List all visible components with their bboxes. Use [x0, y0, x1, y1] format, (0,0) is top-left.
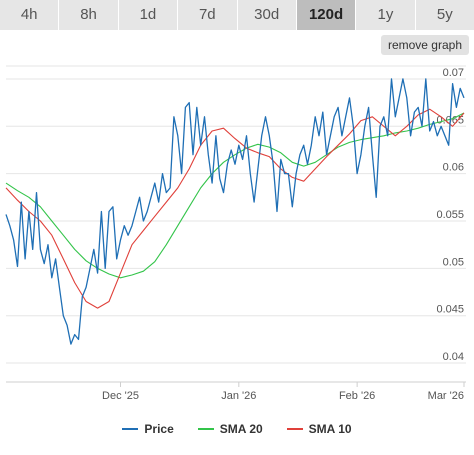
- legend-item-sma10[interactable]: SMA 10: [286, 422, 352, 436]
- tab-4h[interactable]: 4h: [0, 0, 60, 30]
- y-tick-label: 0.05: [443, 256, 464, 268]
- legend-label-sma20: SMA 20: [219, 422, 263, 436]
- chart-legend: Price SMA 20 SMA 10: [0, 420, 474, 438]
- series-line-price: [5, 78, 465, 345]
- legend-item-sma20[interactable]: SMA 20: [197, 422, 263, 436]
- x-tick-label: Dec '25: [102, 390, 139, 402]
- x-axis-ticks: Dec '25 Jan '26 Feb '26 Mar '26: [102, 382, 465, 402]
- tab-120d[interactable]: 120d: [296, 0, 357, 30]
- legend-swatch-sma20: [197, 428, 214, 430]
- x-tick-label: Feb '26: [339, 390, 375, 402]
- x-tick-label: Mar '26: [428, 390, 464, 402]
- legend-label-sma10: SMA 10: [308, 422, 352, 436]
- tab-5y[interactable]: 5y: [415, 0, 474, 30]
- series-line-sma10: [5, 108, 465, 309]
- y-tick-label: 0.04: [443, 351, 464, 363]
- legend-label-price: Price: [144, 422, 174, 436]
- tab-8h[interactable]: 8h: [59, 0, 119, 30]
- series-line-sma20: [5, 112, 465, 279]
- y-tick-label: 0.055: [436, 209, 464, 221]
- remove-graph-button[interactable]: remove graph: [380, 35, 469, 55]
- tab-1y[interactable]: 1y: [356, 0, 416, 30]
- tab-7d[interactable]: 7d: [178, 0, 238, 30]
- chart-series: [5, 78, 465, 345]
- legend-item-price[interactable]: Price: [122, 422, 174, 436]
- y-tick-label: 0.06: [443, 162, 464, 174]
- legend-swatch-sma10: [286, 428, 303, 430]
- legend-swatch-price: [122, 428, 139, 430]
- chart-gridlines: [6, 65, 466, 383]
- timeframe-tabs: 4h 8h 1d 7d 30d 120d 1y 5y: [0, 0, 474, 30]
- y-tick-label: 0.045: [436, 304, 464, 316]
- tab-1d[interactable]: 1d: [118, 0, 179, 30]
- tab-30d[interactable]: 30d: [237, 0, 297, 30]
- y-tick-label: 0.07: [443, 67, 464, 79]
- x-tick-label: Jan '26: [221, 390, 256, 402]
